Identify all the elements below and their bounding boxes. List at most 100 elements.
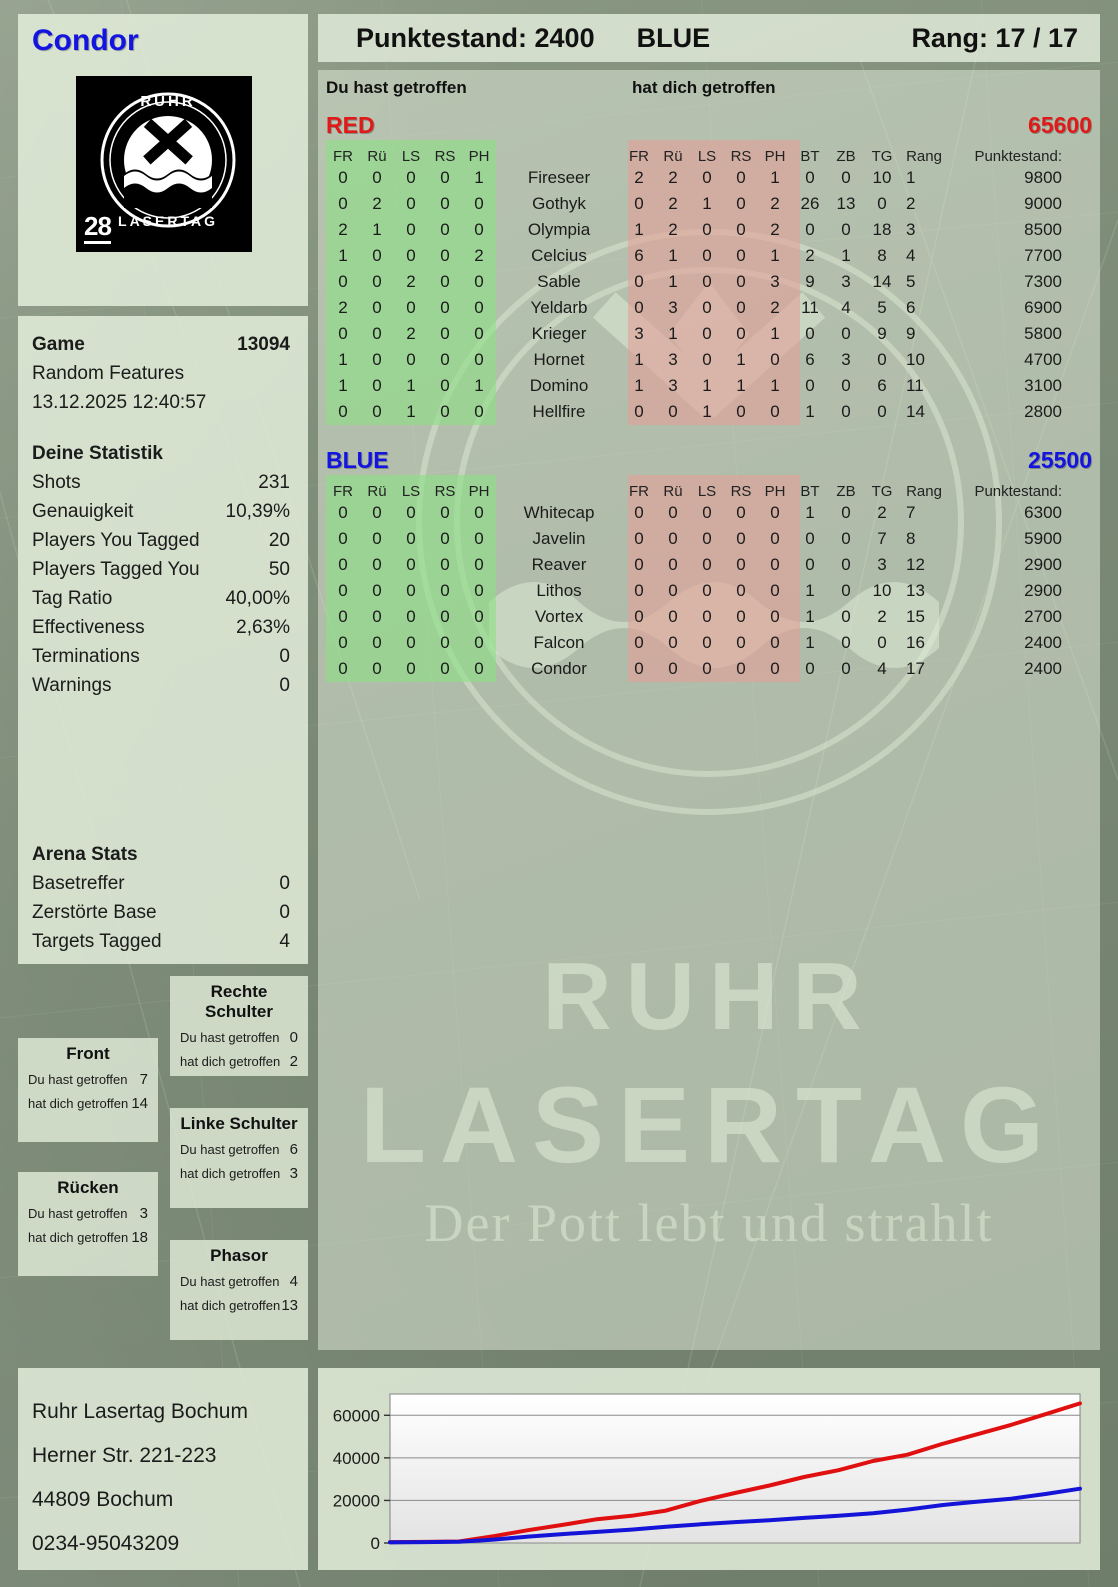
- body-box-hit-row: Du hast getroffen 3: [28, 1205, 148, 1222]
- table-row[interactable]: 0 0 0 0 0 Vortex 0 0 0 0 0 1 0 2 15 2700: [326, 604, 1068, 630]
- cell-player-name: Lithos: [536, 581, 582, 600]
- col-header-BT: BT: [800, 483, 820, 500]
- cell-you-FR: 0: [338, 607, 348, 626]
- table-row[interactable]: 0 0 0 0 1 Fireseer 2 2 0 0 1 0 0 10 1 9800: [326, 165, 1068, 191]
- cell-you-Rü: 2: [372, 194, 382, 213]
- stat-row: Terminations 0: [32, 642, 290, 671]
- col-header-you-FR: FR: [333, 148, 353, 165]
- your-stats-heading: Deine Statistik: [32, 439, 290, 468]
- cell-you-Rü: 0: [372, 272, 382, 291]
- table-row[interactable]: 0 0 1 0 0 Hellfire 0 0 1 0 0 1 0 0 14 2800: [326, 399, 1068, 425]
- cell-player-name: Sable: [537, 272, 581, 291]
- cell-them-Rü: 1: [668, 272, 678, 291]
- cell-rang: 2: [906, 194, 916, 213]
- table-row[interactable]: 1 0 0 0 2 Celcius 6 1 0 0 1 2 1 8 4 7700: [326, 243, 1068, 269]
- cell-zb: 0: [841, 633, 851, 652]
- cell-tg: 2: [877, 607, 887, 626]
- cell-you-Rü: 0: [372, 555, 382, 574]
- address-line-3: 44809 Bochum: [32, 1488, 174, 1511]
- body-box-hit-value: 4: [289, 1273, 298, 1290]
- team-label-blue: BLUE: [326, 447, 389, 473]
- cell-them-RS: 0: [736, 246, 746, 265]
- col-header-them-FR: FR: [629, 148, 649, 165]
- cell-tg: 5: [877, 298, 887, 317]
- body-box-gothit-label: hat dich getroffen: [28, 1230, 129, 1245]
- cell-them-LS: 0: [702, 246, 712, 265]
- table-row[interactable]: 2 0 0 0 0 Yeldarb 0 3 0 0 2 11 4 5 6 6900: [326, 295, 1068, 321]
- cell-you-Rü: 0: [372, 581, 382, 600]
- col-header-them-RS: RS: [730, 483, 752, 500]
- table-row[interactable]: 2 1 0 0 0 Olympia 1 2 0 0 2 0 0 18 3 8500: [326, 217, 1068, 243]
- cell-zb: 0: [841, 376, 851, 395]
- table-row[interactable]: 1 0 1 0 1 Domino 1 3 1 1 1 0 0 6 11 3100: [326, 373, 1068, 399]
- score-table-blue: FR Rü LS RS PH FR Rü LS RS PH BT ZB TG Rang Punktestan…: [326, 475, 1068, 682]
- cell-you-FR: 1: [338, 376, 348, 395]
- cell-rang: 9: [906, 324, 916, 343]
- cell-you-LS: 1: [406, 402, 416, 421]
- cell-you-FR: 1: [338, 246, 348, 265]
- cell-you-RS: 0: [440, 607, 450, 626]
- table-row[interactable]: 0 0 2 0 0 Sable 0 1 0 0 3 9 3 14 5 7300: [326, 269, 1068, 295]
- body-box-hit-label: Du hast getroffen: [180, 1142, 280, 1157]
- body-box-hit-row: Du hast getroffen 7: [28, 1071, 148, 1088]
- body-box-gothit-label: hat dich getroffen: [180, 1054, 281, 1069]
- cell-them-PH: 2: [770, 220, 780, 239]
- stat-label: Zerstörte Base: [32, 902, 157, 923]
- cell-them-FR: 1: [634, 376, 644, 395]
- table-row[interactable]: 0 0 0 0 0 Whitecap 0 0 0 0 0 1 0 2 7 6300: [326, 500, 1068, 526]
- cell-them-FR: 1: [634, 220, 644, 239]
- stat-label: Shots: [32, 472, 81, 493]
- cell-tg: 10: [872, 168, 892, 187]
- game-datetime: 13.12.2025 12:40:57: [32, 392, 207, 413]
- svg-text:LASERTAG: LASERTAG: [118, 213, 218, 229]
- cell-them-PH: 0: [770, 350, 780, 369]
- cell-zb: 0: [841, 220, 851, 239]
- series-line-blue: [388, 1486, 1082, 1545]
- arena-stats-heading: Arena Stats: [32, 840, 290, 869]
- body-box-front: Front Du hast getroffen 7 hat dich getrof…: [18, 1038, 158, 1142]
- score-table-red: FR Rü LS RS PH FR Rü LS RS PH BT ZB TG Rang Punktestan…: [326, 140, 1068, 425]
- cell-you-LS: 0: [406, 298, 416, 317]
- cell-player-name: Falcon: [533, 633, 585, 652]
- table-row[interactable]: 0 0 2 0 0 Krieger 3 1 0 0 1 0 0 9 9 5800: [326, 321, 1068, 347]
- cell-tg: 0: [877, 402, 887, 421]
- cell-them-RS: 0: [736, 659, 746, 678]
- cell-you-LS: 0: [406, 659, 416, 678]
- cell-you-FR: 0: [338, 402, 348, 421]
- cell-them-RS: 0: [736, 220, 746, 239]
- table-row[interactable]: 0 0 0 0 0 Javelin 0 0 0 0 0 0 0 7 8 5900: [326, 526, 1068, 552]
- cell-you-RS: 0: [440, 194, 450, 213]
- col-header-you-Rü: Rü: [367, 148, 387, 165]
- cell-points: 3100: [1024, 376, 1062, 395]
- cell-you-Rü: 0: [372, 350, 382, 369]
- badge-number: 28: [84, 213, 112, 244]
- table-row[interactable]: 0 0 0 0 0 Reaver 0 0 0 0 0 0 0 3 12 2900: [326, 552, 1068, 578]
- body-box-title: Rücken: [57, 1178, 119, 1197]
- cell-you-FR: 2: [338, 220, 348, 239]
- cell-bt: 11: [801, 298, 819, 317]
- header-team: BLUE: [636, 22, 711, 53]
- table-row[interactable]: 1 0 0 0 0 Hornet 1 3 0 1 0 6 3 0 10 4700: [326, 347, 1068, 373]
- table-row[interactable]: 0 0 0 0 0 Condor 0 0 0 0 0 0 0 4 17 2400: [326, 656, 1068, 682]
- cell-them-RS: 0: [736, 272, 746, 291]
- cell-them-LS: 0: [702, 298, 712, 317]
- cell-zb: 0: [841, 503, 851, 522]
- col-header-points: Punktestand:: [974, 148, 1062, 165]
- cell-them-LS: 0: [702, 659, 712, 678]
- cell-you-RS: 0: [440, 168, 450, 187]
- cell-you-PH: 1: [474, 376, 484, 395]
- cell-rang: 12: [906, 555, 925, 574]
- table-row[interactable]: 0 0 0 0 0 Lithos 0 0 0 0 0 1 0 10 13 2900: [326, 578, 1068, 604]
- cell-points: 4700: [1024, 350, 1062, 369]
- cell-them-PH: 0: [770, 529, 780, 548]
- cell-them-PH: 0: [770, 633, 780, 652]
- table-row[interactable]: 0 2 0 0 0 Gothyk 0 2 1 0 2 26 13 0 2 9000: [326, 191, 1068, 217]
- cell-bt: 2: [805, 246, 815, 265]
- cell-them-RS: 0: [736, 402, 746, 421]
- header-rank: Rang: 17 / 17: [911, 22, 1078, 53]
- cell-them-FR: 0: [634, 529, 644, 548]
- cell-them-PH: 1: [770, 376, 780, 395]
- body-box-hit-value: 3: [139, 1205, 148, 1222]
- cell-bt: 0: [805, 529, 815, 548]
- table-row[interactable]: 0 0 0 0 0 Falcon 0 0 0 0 0 1 0 0 16 2400: [326, 630, 1068, 656]
